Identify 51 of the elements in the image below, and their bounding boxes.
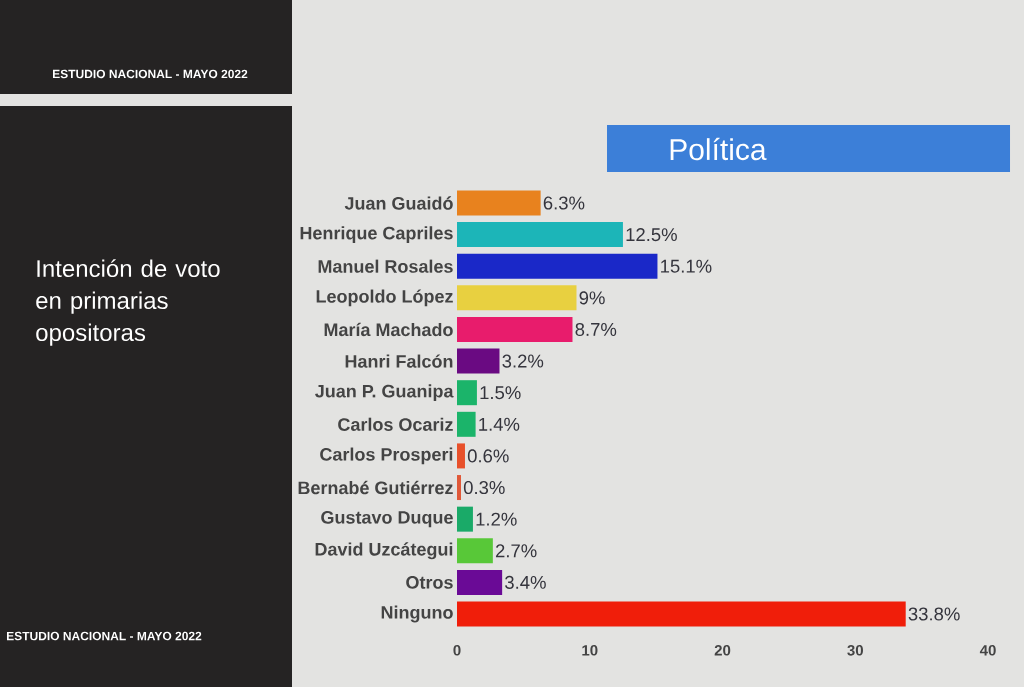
data-label: 3.4%: [505, 575, 546, 589]
data-label: 8.7%: [575, 322, 617, 337]
y-tick-label: Manuel Rosales: [318, 259, 453, 273]
x-tick-label: 20: [714, 645, 731, 656]
chart-subtitle: Política: [670, 137, 767, 161]
data-label: 9%: [579, 291, 605, 305]
data-label: 1.2%: [476, 512, 517, 526]
bar: [457, 348, 500, 374]
data-label: 3.2%: [502, 354, 544, 368]
bar: [457, 411, 476, 437]
bar: [457, 601, 906, 627]
y-tick-label: Ninguno: [381, 605, 453, 623]
x-tick-label: 40: [979, 645, 996, 656]
bar: [457, 475, 461, 501]
data-label: 15.1%: [661, 259, 712, 273]
bar: [457, 222, 623, 248]
data-label: 2.7%: [495, 544, 537, 558]
y-tick-label: Gustavo Duque: [321, 511, 453, 528]
bar: [457, 380, 477, 406]
bar: [457, 569, 503, 595]
y-tick-label: Juan Guaidó: [344, 196, 453, 210]
y-tick-label: Henrique Capriles: [300, 226, 453, 244]
bar: [457, 506, 473, 532]
bar: [457, 443, 465, 469]
data-label: 33.8%: [908, 607, 960, 621]
data-label: 1.4%: [479, 417, 520, 431]
y-tick-label: Hanri Falcón: [345, 354, 453, 368]
y-tick-label: Juan P. Guanipa: [315, 384, 454, 402]
bar: [457, 253, 658, 279]
text: ESTUDIO NACIONAL - MAYO 2022: [7, 631, 202, 641]
x-tick-label: 30: [847, 645, 863, 656]
bar: [457, 285, 577, 311]
y-tick-label: Otros: [406, 576, 453, 589]
y-tick-label: David Uzcátegui: [315, 542, 453, 560]
bar: [457, 190, 541, 216]
x-tick-label: 10: [582, 645, 598, 656]
data-label: 0.6%: [467, 449, 509, 463]
data-label: 0.3%: [463, 480, 505, 495]
data-label: 1.5%: [480, 386, 521, 400]
x-tick-label: 0: [453, 645, 461, 656]
data-label: 6.3%: [543, 196, 585, 210]
y-tick-label: Leopoldo López: [316, 289, 453, 307]
data-label: 12.5%: [626, 228, 677, 242]
bar: [457, 538, 493, 564]
y-tick-label: Carlos Prosperi: [320, 447, 453, 465]
y-tick-label: María Machado: [324, 322, 453, 337]
y-tick-label: Bernabé Gutiérrez: [298, 480, 453, 495]
text: ESTUDIO NACIONAL - MAYO 2022: [53, 69, 248, 79]
text: Intención de voto en primarias opositoras: [36, 259, 220, 346]
bar: [457, 316, 573, 342]
y-tick-label: Carlos Ocariz: [338, 417, 453, 431]
